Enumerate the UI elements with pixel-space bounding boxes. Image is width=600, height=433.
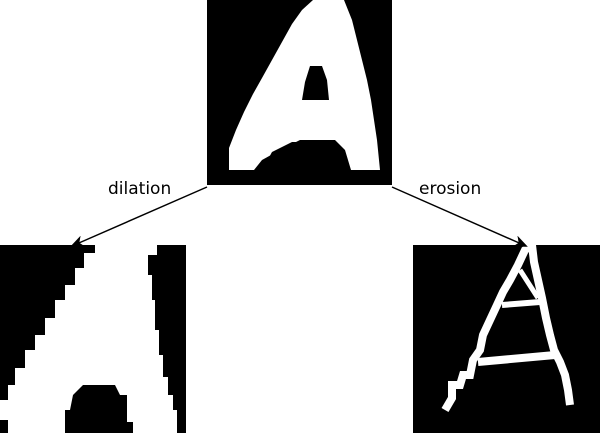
dilated-letter-hole — [65, 385, 133, 433]
dilation-label: dilation — [108, 179, 171, 199]
original-letter-counter — [262, 142, 350, 170]
original-image-panel — [207, 0, 392, 185]
erosion-arrow — [391, 186, 528, 247]
dilation-arrow — [70, 186, 208, 247]
eroded-letter-a — [441, 245, 535, 413]
dilated-outer-bottom-left — [0, 420, 8, 433]
eroded-letter-right-leg — [528, 245, 574, 406]
original-letter-hole — [302, 66, 329, 100]
erosion-label: erosion — [419, 179, 481, 199]
dilated-outer-right — [148, 245, 186, 433]
eroded-letter-crossbar — [477, 351, 556, 366]
eroded-letter-inner-top — [517, 268, 541, 300]
dilated-image-panel — [0, 245, 186, 433]
dilated-outer-left — [0, 245, 95, 400]
eroded-background — [413, 245, 600, 433]
eroded-letter-inner-left — [501, 299, 541, 308]
eroded-image-panel — [413, 245, 600, 433]
